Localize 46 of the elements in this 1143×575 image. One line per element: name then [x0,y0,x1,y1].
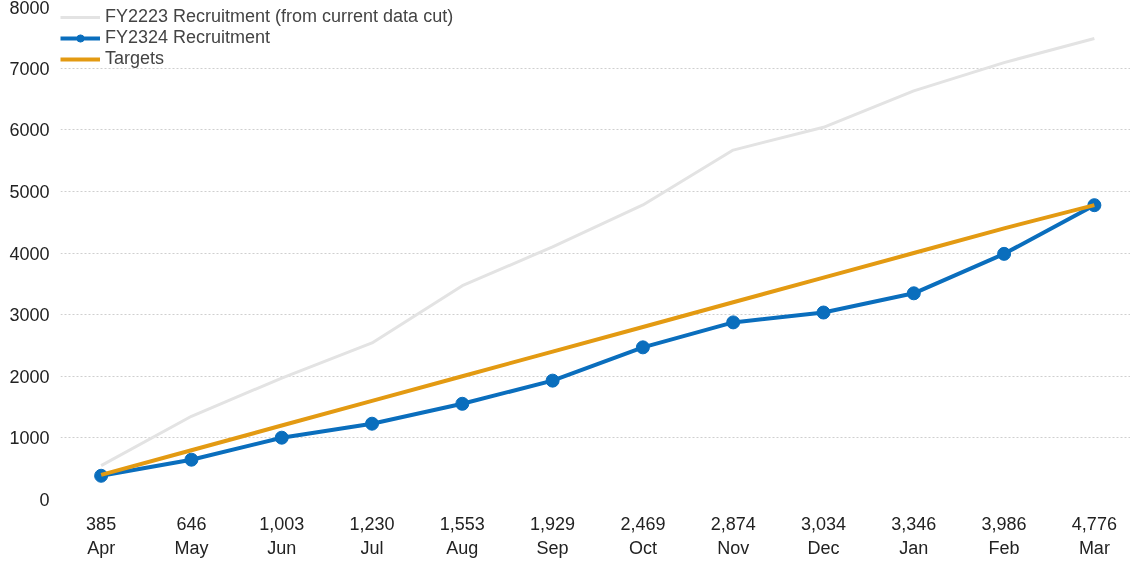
y-tick-label: 6000 [9,120,50,141]
point [726,315,741,330]
data-label: 3,034 [800,513,847,534]
x-tick-label: Apr [87,537,116,558]
data-label: 385 [86,513,117,534]
x-tick-label: Sep [536,537,569,558]
data-label: 3,346 [891,513,937,534]
y-tick-label: 5000 [9,181,50,202]
x-tick-label: Aug [446,537,479,558]
data-label: 2,874 [710,513,756,534]
x-tick-label: Jul [360,537,384,558]
y-tick-label: 3000 [9,305,50,326]
point [365,416,380,431]
data-label: 2,469 [620,513,666,534]
y-tick-label: 1000 [9,428,50,449]
data-label: 1,003 [259,513,305,534]
data-label: 3,986 [981,513,1027,534]
point [184,452,199,467]
y-tick-label: 2000 [9,366,50,387]
x-tick-label: Nov [717,537,750,558]
legend-label: FY2324 Recruitment [105,27,271,48]
data-label: 1,230 [349,513,395,534]
point [906,286,921,301]
point [816,305,831,320]
y-tick-label: 7000 [9,58,50,79]
x-tick-label: Oct [628,537,657,558]
point [274,430,289,445]
y-tick-label: 8000 [9,0,50,18]
y-tick-label: 4000 [9,243,50,264]
data-label: 1,553 [439,513,485,534]
legend-label: Targets [105,48,165,69]
point [635,340,650,355]
legend-label: FY2223 Recruitment (from current data cut) [105,6,454,27]
x-tick-label: Jun [267,537,297,558]
x-tick-label: May [174,537,209,558]
x-tick-label: Dec [807,537,840,558]
y-tick-label: 0 [39,490,50,510]
point [455,396,470,411]
x-tick-label: Mar [1078,537,1110,558]
point [997,246,1012,261]
x-tick-label: Feb [988,537,1020,558]
point [545,373,560,388]
data-label: 1,929 [530,513,576,534]
x-tick-label: Jan [899,537,929,558]
data-label: 646 [176,513,207,534]
data-label: 4,776 [1071,513,1117,534]
